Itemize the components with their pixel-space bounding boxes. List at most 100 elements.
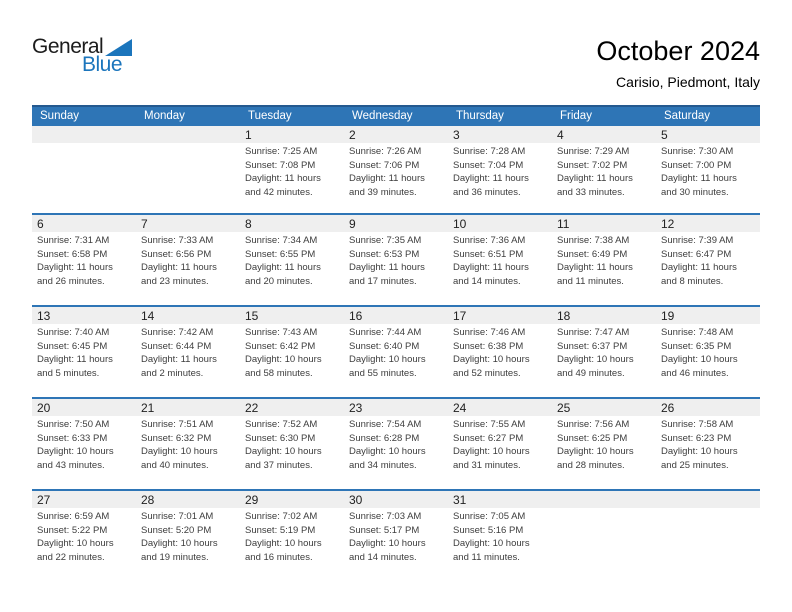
day-info: Sunrise: 7:30 AM Sunset: 7:00 PM Dayligh… <box>656 143 760 199</box>
day-number: 17 <box>453 309 467 323</box>
weekday-header-sunday: Sunday <box>40 110 80 122</box>
day-info: Sunrise: 7:43 AM Sunset: 6:42 PM Dayligh… <box>240 324 344 380</box>
daylight-line-1: Daylight: 10 hours <box>141 538 218 549</box>
logo-text-blue: Blue <box>82 53 123 76</box>
day-number-band <box>136 126 240 143</box>
daylight-line-1: Daylight: 10 hours <box>37 446 114 457</box>
sunrise-line: Sunrise: 7:02 AM <box>245 511 318 522</box>
page-header: General Blue October 2024 Carisio, Piedm… <box>32 0 760 90</box>
daylight-line-1: Daylight: 11 hours <box>453 262 529 273</box>
sunset-line: Sunset: 5:22 PM <box>37 524 108 536</box>
daylight-line-2: and 2 minutes. <box>141 367 204 379</box>
day-info <box>552 508 656 510</box>
day-number: 18 <box>557 309 571 323</box>
daylight-line-2: and 30 minutes. <box>661 186 729 198</box>
sunset-line: Sunset: 6:30 PM <box>245 432 316 444</box>
sunrise-line: Sunrise: 7:31 AM <box>37 235 110 246</box>
day-cell: 29 Sunrise: 7:02 AM Sunset: 5:19 PM Dayl… <box>240 491 344 581</box>
day-info: Sunrise: 7:42 AM Sunset: 6:44 PM Dayligh… <box>136 324 240 380</box>
day-number: 29 <box>245 493 259 507</box>
day-number-band: 14 <box>136 307 240 324</box>
day-number: 22 <box>245 401 259 415</box>
day-info: Sunrise: 7:31 AM Sunset: 6:58 PM Dayligh… <box>32 232 136 288</box>
daylight-line-1: Daylight: 11 hours <box>557 173 633 184</box>
day-number-band <box>32 126 136 143</box>
day-info: Sunrise: 7:28 AM Sunset: 7:04 PM Dayligh… <box>448 143 552 199</box>
day-cell: 8 Sunrise: 7:34 AM Sunset: 6:55 PM Dayli… <box>240 215 344 305</box>
sunset-line: Sunset: 6:58 PM <box>37 248 108 260</box>
daylight-line-1: Daylight: 11 hours <box>661 173 737 184</box>
day-info: Sunrise: 7:39 AM Sunset: 6:47 PM Dayligh… <box>656 232 760 288</box>
day-number: 27 <box>37 493 51 507</box>
daylight-line-1: Daylight: 10 hours <box>661 446 738 457</box>
day-number-band: 30 <box>344 491 448 508</box>
day-number-band: 15 <box>240 307 344 324</box>
day-info: Sunrise: 7:33 AM Sunset: 6:56 PM Dayligh… <box>136 232 240 288</box>
sunrise-line: Sunrise: 7:46 AM <box>453 327 526 338</box>
day-number-band: 29 <box>240 491 344 508</box>
sunrise-line: Sunrise: 7:58 AM <box>661 419 734 430</box>
sunset-line: Sunset: 6:49 PM <box>557 248 628 260</box>
sunset-line: Sunset: 5:17 PM <box>349 524 420 536</box>
day-number: 9 <box>349 217 356 231</box>
day-info: Sunrise: 7:01 AM Sunset: 5:20 PM Dayligh… <box>136 508 240 564</box>
daylight-line-2: and 23 minutes. <box>141 275 209 287</box>
sunrise-line: Sunrise: 7:30 AM <box>661 146 734 157</box>
day-cell: 28 Sunrise: 7:01 AM Sunset: 5:20 PM Dayl… <box>136 491 240 581</box>
day-cell: 10 Sunrise: 7:36 AM Sunset: 6:51 PM Dayl… <box>448 215 552 305</box>
daylight-line-1: Daylight: 10 hours <box>557 354 634 365</box>
sunrise-line: Sunrise: 7:40 AM <box>37 327 110 338</box>
day-number-band: 9 <box>344 215 448 232</box>
day-info <box>32 143 136 145</box>
day-info: Sunrise: 7:36 AM Sunset: 6:51 PM Dayligh… <box>448 232 552 288</box>
day-info: Sunrise: 7:29 AM Sunset: 7:02 PM Dayligh… <box>552 143 656 199</box>
weekday-header-wednesday: Wednesday <box>352 110 413 122</box>
daylight-line-1: Daylight: 11 hours <box>37 354 113 365</box>
sunrise-line: Sunrise: 7:47 AM <box>557 327 630 338</box>
sunset-line: Sunset: 5:19 PM <box>245 524 316 536</box>
day-number: 6 <box>37 217 44 231</box>
page-title: October 2024 <box>596 36 760 66</box>
day-number-band: 17 <box>448 307 552 324</box>
day-number: 31 <box>453 493 467 507</box>
weekday-header-tuesday: Tuesday <box>248 110 292 122</box>
day-cell: 18 Sunrise: 7:47 AM Sunset: 6:37 PM Dayl… <box>552 307 656 397</box>
day-cell <box>656 491 760 581</box>
day-number-band: 18 <box>552 307 656 324</box>
day-number: 1 <box>245 128 252 142</box>
daylight-line-2: and 19 minutes. <box>141 551 209 563</box>
sunset-line: Sunset: 6:40 PM <box>349 340 420 352</box>
day-cell <box>32 126 136 213</box>
calendar-page: General Blue October 2024 Carisio, Piedm… <box>32 0 760 581</box>
day-cell: 19 Sunrise: 7:48 AM Sunset: 6:35 PM Dayl… <box>656 307 760 397</box>
daylight-line-2: and 37 minutes. <box>245 459 313 471</box>
daylight-line-2: and 16 minutes. <box>245 551 313 563</box>
daylight-line-2: and 25 minutes. <box>661 459 729 471</box>
day-number: 5 <box>661 128 668 142</box>
daylight-line-1: Daylight: 11 hours <box>349 262 425 273</box>
day-info: Sunrise: 7:44 AM Sunset: 6:40 PM Dayligh… <box>344 324 448 380</box>
day-info: Sunrise: 7:58 AM Sunset: 6:23 PM Dayligh… <box>656 416 760 472</box>
daylight-line-2: and 33 minutes. <box>557 186 625 198</box>
sunrise-line: Sunrise: 7:54 AM <box>349 419 422 430</box>
day-cell: 6 Sunrise: 7:31 AM Sunset: 6:58 PM Dayli… <box>32 215 136 305</box>
sunrise-line: Sunrise: 7:28 AM <box>453 146 526 157</box>
sunrise-line: Sunrise: 6:59 AM <box>37 511 110 522</box>
daylight-line-2: and 26 minutes. <box>37 275 105 287</box>
day-number: 10 <box>453 217 467 231</box>
week-row: 20 Sunrise: 7:50 AM Sunset: 6:33 PM Dayl… <box>32 397 760 489</box>
day-number-band: 6 <box>32 215 136 232</box>
weekday-header-friday: Friday <box>560 110 592 122</box>
daylight-line-2: and 55 minutes. <box>349 367 417 379</box>
daylight-line-1: Daylight: 10 hours <box>453 538 530 549</box>
sunset-line: Sunset: 7:00 PM <box>661 159 732 171</box>
sunset-line: Sunset: 6:25 PM <box>557 432 628 444</box>
daylight-line-2: and 22 minutes. <box>37 551 105 563</box>
day-number-band: 13 <box>32 307 136 324</box>
daylight-line-1: Daylight: 10 hours <box>349 538 426 549</box>
sunset-line: Sunset: 6:53 PM <box>349 248 420 260</box>
day-number: 30 <box>349 493 363 507</box>
daylight-line-1: Daylight: 10 hours <box>37 538 114 549</box>
daylight-line-1: Daylight: 11 hours <box>141 354 217 365</box>
daylight-line-2: and 28 minutes. <box>557 459 625 471</box>
